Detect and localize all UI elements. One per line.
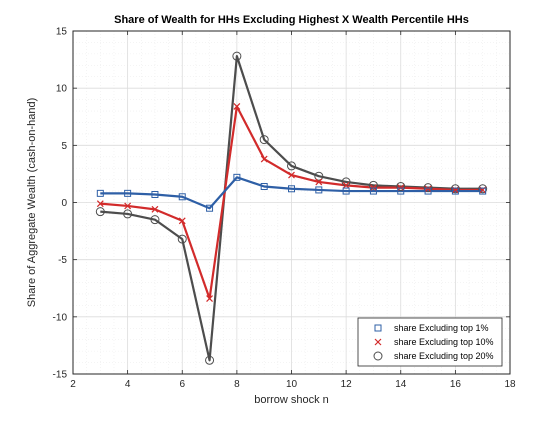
marker-stroke xyxy=(315,178,323,186)
legend-circle-marker-icon xyxy=(373,351,383,361)
data-point xyxy=(233,173,241,181)
series-line xyxy=(100,176,483,210)
data-point xyxy=(478,184,488,194)
data-point xyxy=(423,183,433,193)
x-tick-label: 10 xyxy=(286,379,298,390)
data-point xyxy=(397,187,405,195)
chart-title: Share of Wealth for HHs Excluding Highes… xyxy=(114,14,469,26)
data-point xyxy=(178,217,186,225)
data-point xyxy=(260,155,268,163)
data-point xyxy=(424,187,432,195)
marker-stroke xyxy=(288,171,295,179)
marker-stroke xyxy=(374,338,382,346)
legend-label: share Excluding top 10% xyxy=(394,337,494,347)
data-point xyxy=(342,181,350,189)
data-point xyxy=(232,51,242,61)
y-axis-label: Share of Aggregate Wealth (cash-on-hand) xyxy=(26,98,38,308)
data-point xyxy=(96,189,104,197)
marker-stroke xyxy=(424,185,432,193)
data-point xyxy=(451,187,459,195)
data-point xyxy=(479,187,487,195)
legend-x-marker-icon xyxy=(374,338,382,346)
data-point xyxy=(177,234,187,244)
legend-label: share Excluding top 1% xyxy=(394,323,489,333)
y-tick-label: -10 xyxy=(53,312,68,323)
x-tick-label: 14 xyxy=(395,379,407,390)
x-tick-labels: 2 4 6 8 10 12 14 16 18 xyxy=(70,379,516,390)
series-layer xyxy=(95,51,488,365)
data-point xyxy=(260,182,268,190)
data-point xyxy=(124,189,132,197)
y-tick-label: 10 xyxy=(56,84,68,95)
marker-stroke xyxy=(178,217,186,225)
y-tick-label: -15 xyxy=(53,370,68,381)
data-point xyxy=(424,185,432,193)
data-point xyxy=(178,193,186,201)
y-tick-label: 5 xyxy=(61,141,67,152)
y-tick-labels: -15 -10 -5 0 5 10 15 xyxy=(53,27,68,381)
marker-stroke xyxy=(206,295,213,302)
data-point xyxy=(259,135,269,145)
marker-stroke xyxy=(96,200,104,208)
axis-ticks xyxy=(72,30,511,375)
y-tick-label: -5 xyxy=(58,255,67,266)
data-point xyxy=(368,180,378,190)
series-line xyxy=(100,55,483,362)
data-point xyxy=(233,103,241,110)
data-point xyxy=(95,207,105,217)
y-tick-label: 15 xyxy=(56,27,68,38)
x-tick-label: 16 xyxy=(450,379,462,390)
data-point xyxy=(96,200,104,208)
data-point xyxy=(123,209,133,219)
x-tick-label: 12 xyxy=(341,379,353,390)
data-point xyxy=(206,295,213,302)
data-point xyxy=(450,184,460,194)
legend-marker xyxy=(374,338,382,346)
legend-entry-top-10: share Excluding top 10% xyxy=(374,337,494,347)
x-tick-label: 8 xyxy=(234,379,240,390)
legend-entry-top-20: share Excluding top 20% xyxy=(373,351,494,361)
marker-stroke xyxy=(151,205,159,213)
data-point xyxy=(315,178,323,186)
x-axis-label: borrow shock n xyxy=(254,394,329,406)
data-point xyxy=(342,187,350,195)
x-tick-label: 4 xyxy=(125,379,131,390)
legend-marker xyxy=(374,324,382,332)
legend-marker xyxy=(373,351,383,361)
data-point xyxy=(396,181,406,191)
marker-stroke xyxy=(260,155,268,163)
data-point xyxy=(151,190,159,198)
data-point xyxy=(315,186,323,194)
data-point xyxy=(205,355,215,365)
data-point xyxy=(124,202,132,210)
y-tick-label: 0 xyxy=(61,198,67,209)
data-point xyxy=(314,171,324,181)
legend-square-marker-icon xyxy=(374,324,382,332)
x-tick-label: 18 xyxy=(504,379,516,390)
marker-stroke xyxy=(233,103,241,110)
legend-entry-top-1: share Excluding top 1% xyxy=(374,323,489,333)
data-point xyxy=(287,161,296,171)
data-point xyxy=(206,204,214,212)
x-tick-label: 2 xyxy=(70,379,76,390)
marker-stroke xyxy=(342,181,350,189)
legend: share Excluding top 1% share Excluding t… xyxy=(357,317,503,367)
data-point xyxy=(369,187,377,195)
legend-label: share Excluding top 20% xyxy=(394,351,494,361)
data-point xyxy=(150,215,160,225)
data-point xyxy=(288,171,295,179)
data-point xyxy=(151,205,159,213)
data-point xyxy=(288,185,295,193)
x-tick-label: 6 xyxy=(179,379,185,390)
marker-stroke xyxy=(124,202,132,210)
